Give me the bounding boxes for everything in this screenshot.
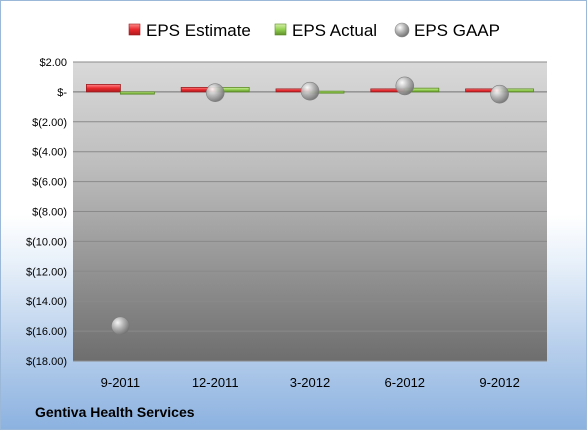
legend-label: EPS Estimate <box>146 21 251 40</box>
point-eps-gaap <box>111 316 130 336</box>
legend-swatch-eps-gaap <box>394 22 410 38</box>
x-tick-label: 9-2011 <box>101 375 141 390</box>
point-eps-gaap <box>490 84 509 104</box>
y-tick-label: $- <box>57 87 67 99</box>
y-tick-label: $(2.00) <box>32 117 67 129</box>
x-tick-label: 3-2012 <box>290 375 330 390</box>
y-tick-label: $(16.00) <box>26 326 67 338</box>
x-tick-label: 6-2012 <box>385 375 425 390</box>
point-eps-gaap <box>395 76 415 96</box>
bar-eps-actual <box>120 91 155 95</box>
legend-label: EPS GAAP <box>414 21 500 40</box>
legend-label: EPS Actual <box>292 21 377 40</box>
company-name: Gentiva Health Services <box>35 404 195 420</box>
y-tick-label: $(18.00) <box>26 356 67 368</box>
y-tick-label: $(12.00) <box>26 266 67 278</box>
point-eps-gaap <box>300 81 320 101</box>
y-tick-label: $(8.00) <box>32 207 67 219</box>
legend-swatch-eps-estimate <box>128 23 141 36</box>
y-tick-label: $(10.00) <box>26 236 67 248</box>
legend-swatch-eps-actual <box>274 23 287 36</box>
legend: EPS Estimate EPS Actual EPS GAAP <box>128 21 500 40</box>
point-eps-gaap <box>205 83 225 102</box>
y-tick-label: $2.00 <box>39 57 67 69</box>
x-tick-label: 9-2012 <box>479 375 519 390</box>
bar-eps-estimate <box>86 84 121 93</box>
x-tick-label: 12-2011 <box>192 375 239 390</box>
y-tick-label: $(4.00) <box>32 147 67 159</box>
y-tick-label: $(6.00) <box>32 177 67 189</box>
y-tick-label: $(14.00) <box>26 296 67 308</box>
